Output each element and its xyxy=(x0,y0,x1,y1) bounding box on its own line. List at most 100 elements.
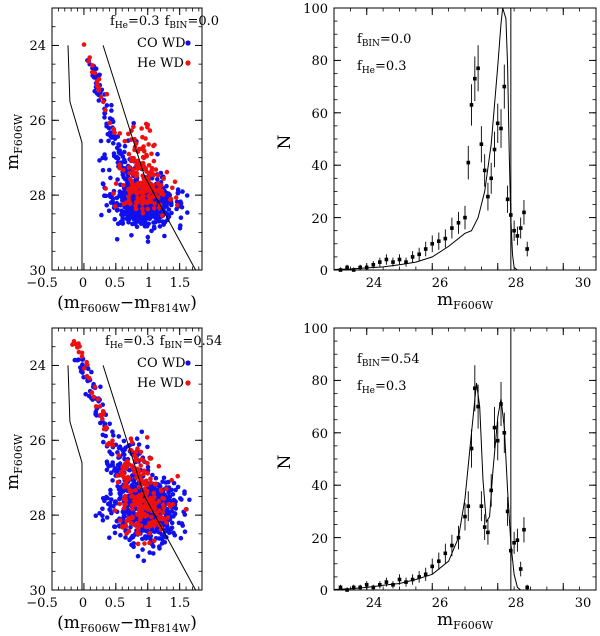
scatter-point xyxy=(131,498,137,504)
scatter-point xyxy=(116,453,122,458)
cmd-top-y-tick-labels: 24 26 28 30 xyxy=(29,39,46,279)
scatter-point xyxy=(139,429,145,435)
scatter-point xyxy=(118,532,123,538)
scatter-point xyxy=(151,172,156,178)
data-point xyxy=(358,265,362,270)
scatter-point xyxy=(121,438,127,444)
data-point xyxy=(499,402,503,406)
scatter-point xyxy=(90,63,95,68)
boundary-line xyxy=(67,365,83,590)
y-tick-label: 80 xyxy=(311,54,328,69)
scatter-point xyxy=(116,445,122,451)
scatter-point xyxy=(158,487,164,493)
data-point xyxy=(492,425,497,430)
scatter-point xyxy=(121,484,127,490)
scatter-point xyxy=(133,449,139,455)
scatter-point xyxy=(152,494,157,500)
scatter-point xyxy=(152,523,157,528)
scatter-point xyxy=(114,145,120,151)
scatter-point xyxy=(163,197,169,202)
boundary-line xyxy=(67,45,83,270)
scatter-point xyxy=(175,191,181,196)
x-tick-label: 0 xyxy=(79,276,87,291)
scatter-point xyxy=(180,189,185,194)
scatter-point xyxy=(168,196,174,202)
x-tick-label: 26 xyxy=(432,276,449,291)
scatter-point xyxy=(140,201,145,206)
scatter-point xyxy=(147,550,152,555)
scatter-point xyxy=(120,198,125,203)
data-point xyxy=(505,509,510,514)
scatter-point xyxy=(142,541,147,546)
scatter-point xyxy=(127,487,132,493)
scatter-point xyxy=(153,475,159,481)
scatter-point xyxy=(169,210,174,216)
scatter-point xyxy=(183,507,189,512)
data-point xyxy=(489,176,493,181)
data-point xyxy=(338,585,343,590)
scatter-point xyxy=(135,212,140,218)
data-point xyxy=(397,577,402,582)
scatter-point xyxy=(151,158,157,164)
scatter-point xyxy=(86,59,91,64)
scatter-point xyxy=(136,219,141,224)
scatter-point xyxy=(161,222,166,227)
scatter-point xyxy=(147,530,153,536)
y-tick-label: 60 xyxy=(311,107,328,122)
model-curve xyxy=(333,382,531,591)
scatter-point xyxy=(123,493,128,499)
x-tick-label: −0.5 xyxy=(26,276,58,291)
scatter-point xyxy=(156,219,162,224)
cmd-bottom-panel: −0.5 0 0.5 1 1.5 24 26 28 30 mF606W (mF6… xyxy=(3,327,222,635)
scatter-point xyxy=(109,510,114,516)
scatter-point xyxy=(135,458,140,464)
scatter-point xyxy=(138,463,143,468)
data-point xyxy=(345,265,349,270)
data-point xyxy=(502,84,507,89)
scatter-point xyxy=(84,373,90,379)
scatter-point xyxy=(108,200,114,205)
x-tick-label: 30 xyxy=(575,276,592,291)
scatter-point xyxy=(106,208,112,214)
y-tick-label: 30 xyxy=(29,584,46,599)
scatter-point xyxy=(134,187,139,192)
scatter-point xyxy=(117,150,122,155)
scatter-point xyxy=(130,506,135,512)
scatter-point xyxy=(138,449,144,455)
data-point xyxy=(469,103,474,107)
scatter-point xyxy=(100,496,106,501)
x-tick-label: 1 xyxy=(145,276,153,291)
data-point xyxy=(417,252,421,257)
scatter-point xyxy=(123,497,129,503)
scatter-point xyxy=(85,366,91,372)
scatter-point xyxy=(153,167,159,172)
lf-top-x-tick-labels: 24 26 28 30 xyxy=(366,276,592,291)
data-point xyxy=(410,255,415,259)
scatter-point xyxy=(161,176,166,181)
data-point xyxy=(450,543,454,548)
scatter-point xyxy=(144,435,150,440)
scatter-point xyxy=(149,168,154,174)
scatter-point xyxy=(135,553,141,559)
data-point xyxy=(479,142,484,146)
scatter-point xyxy=(149,228,154,234)
scatter-point xyxy=(129,502,135,508)
scatter-point xyxy=(112,217,118,222)
scatter-point xyxy=(169,514,175,519)
data-point xyxy=(351,585,356,590)
scatter-point xyxy=(147,128,153,133)
scatter-point xyxy=(114,237,120,242)
x-tick-label: 24 xyxy=(366,276,383,291)
scatter-point xyxy=(127,191,133,196)
scatter-point xyxy=(128,158,134,164)
scatter-point xyxy=(108,491,113,497)
data-point xyxy=(525,247,529,251)
legend-label-he-wd: He WD xyxy=(137,376,184,391)
scatter-point xyxy=(155,181,161,186)
y-tick-label: 20 xyxy=(311,212,328,227)
scatter-point xyxy=(134,436,140,442)
scatter-point xyxy=(126,165,132,170)
data-point xyxy=(456,221,461,225)
data-point xyxy=(482,525,487,529)
scatter-point xyxy=(131,124,136,130)
